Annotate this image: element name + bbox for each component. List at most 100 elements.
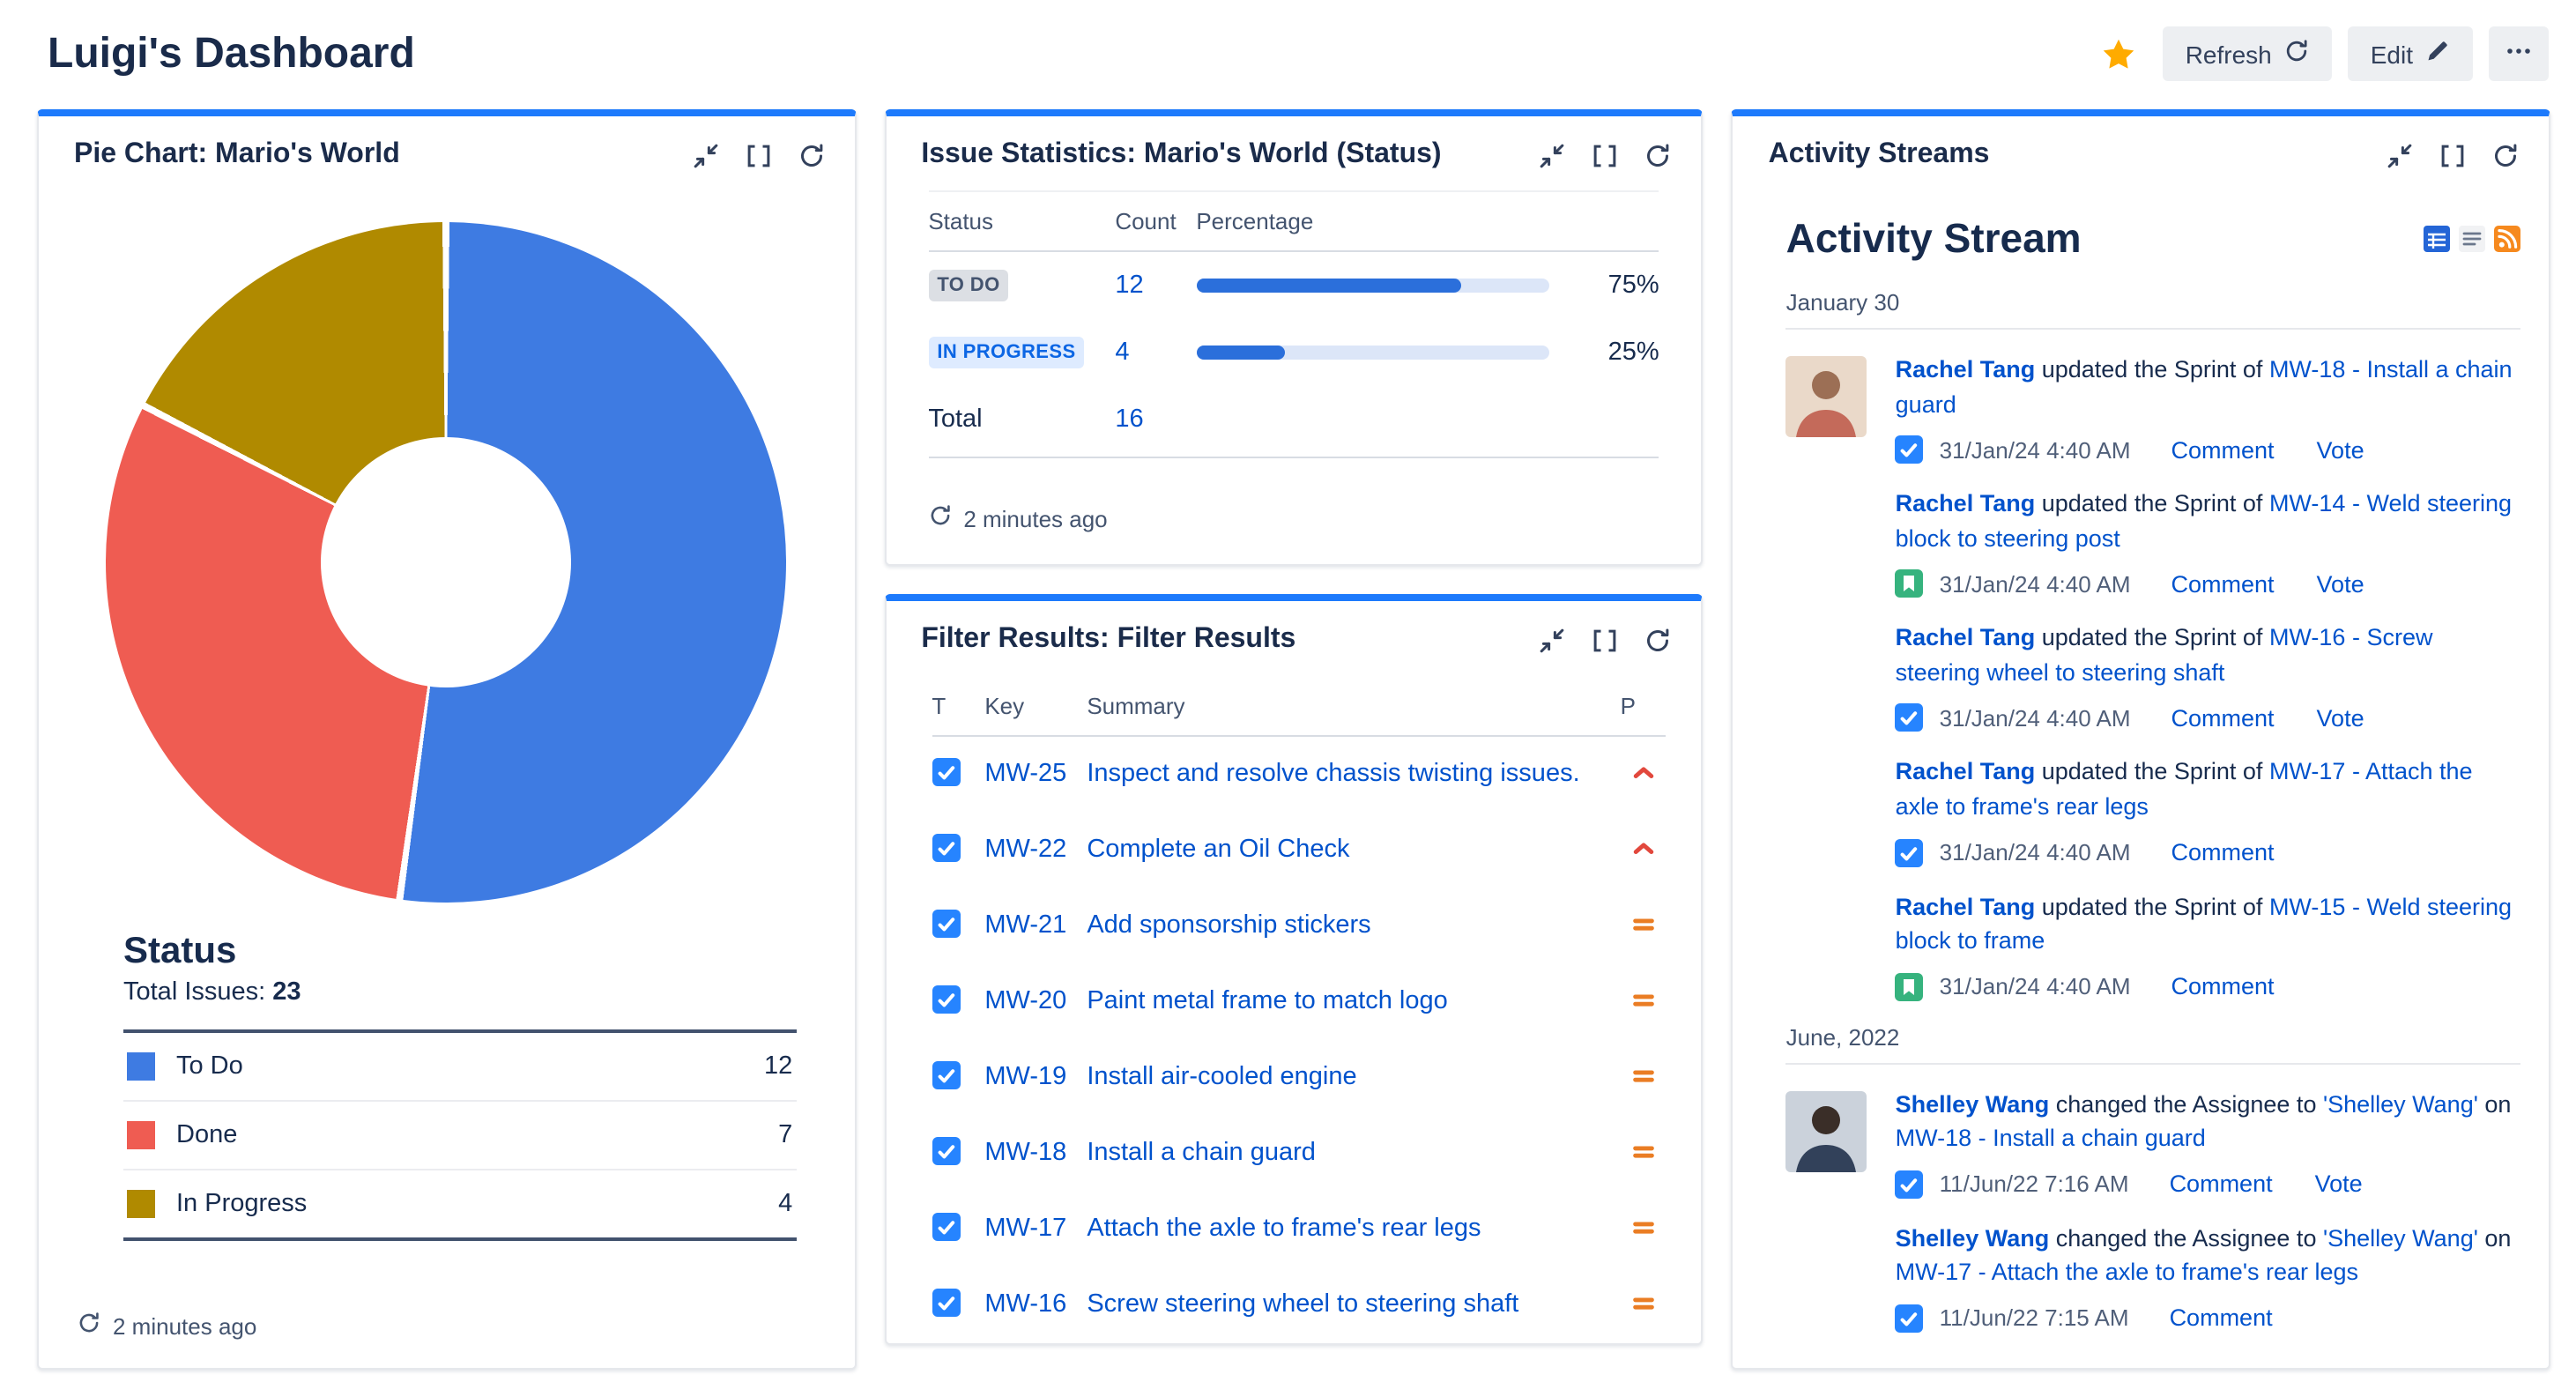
issue-key-link[interactable]: MW-16	[984, 1290, 1067, 1319]
activity-stream-head: Activity Stream	[1786, 215, 2520, 263]
list-view-icon[interactable]	[2458, 226, 2485, 252]
expand-icon[interactable]	[1592, 627, 1619, 653]
issue-link[interactable]: MW-17 - Attach the axle to frame's rear …	[1895, 758, 2473, 820]
header-actions: Refresh Edit	[2099, 26, 2549, 81]
donut-hole	[321, 437, 572, 687]
issue-statistics-panel: Issue Statistics: Mario's World (Status)…	[884, 109, 1704, 566]
vote-link[interactable]: Vote	[2314, 1170, 2363, 1198]
issue-summary-link[interactable]: Screw steering wheel to steering shaft	[1087, 1290, 1519, 1319]
issue-link[interactable]: MW-16 - Screw steering wheel to steering…	[1895, 624, 2433, 686]
issue-summary-link[interactable]: Install a chain guard	[1087, 1139, 1316, 1168]
priority-icon	[1630, 908, 1657, 938]
issue-key-link[interactable]: MW-19	[984, 1063, 1067, 1092]
filter-row: MW-21 Add sponsorship stickers	[932, 888, 1666, 964]
percentage-bar	[1196, 346, 1550, 360]
stats-panel-header: Issue Statistics: Mario's World (Status)	[886, 116, 1701, 187]
filter-row: MW-22 Complete an Oil Check	[932, 813, 1666, 888]
collapse-icon[interactable]	[2387, 142, 2413, 168]
status-count-link[interactable]: 4	[1115, 338, 1130, 367]
actor-link[interactable]: Shelley Wang	[1895, 1090, 2050, 1118]
comment-link[interactable]: Comment	[2171, 570, 2275, 598]
refresh-icon[interactable]	[2492, 142, 2519, 168]
avatar[interactable]	[1785, 1090, 1867, 1172]
comment-link[interactable]: Comment	[2171, 839, 2275, 866]
stats-total-value[interactable]: 16	[1115, 405, 1144, 434]
activity-text: Rachel Tang updated the Sprint of MW-17 …	[1895, 758, 2473, 820]
activity-actions: Comment Vote	[2170, 1171, 2363, 1198]
issue-key-link[interactable]: MW-25	[984, 760, 1067, 788]
issue-summary-link[interactable]: Attach the axle to frame's rear legs	[1087, 1215, 1481, 1244]
expand-icon[interactable]	[745, 142, 771, 168]
activity-panel-title: Activity Streams	[1768, 139, 1990, 169]
stats-total-label: Total	[928, 405, 983, 434]
activity-actions: Comment	[2170, 1305, 2273, 1332]
priority-icon	[1630, 832, 1657, 862]
issue-key-link[interactable]: MW-20	[984, 987, 1067, 1016]
comment-link[interactable]: Comment	[2171, 704, 2275, 732]
refresh-button[interactable]: Refresh	[2162, 26, 2332, 81]
comment-link[interactable]: Comment	[2171, 973, 2275, 1000]
collapse-icon[interactable]	[1540, 142, 1566, 168]
activity-group: January 30 Rachel Tang updated the Sprin…	[1785, 266, 2520, 1001]
issue-key-link[interactable]: MW-17	[984, 1215, 1067, 1244]
pie-chart-panel: Pie Chart: Mario's World Status Total Is…	[37, 109, 857, 1370]
issue-link[interactable]: MW-15 - Weld steering block to frame	[1895, 893, 2513, 955]
expand-icon[interactable]	[2439, 142, 2466, 168]
percentage-value: 25%	[1607, 338, 1659, 367]
issue-link[interactable]: MW-17 - Attach the axle to frame's rear …	[1895, 1259, 2359, 1286]
filter-col-summary: Summary	[1087, 693, 1185, 719]
favorite-star-icon[interactable]	[2099, 34, 2138, 73]
filter-panel-header: Filter Results: Filter Results	[886, 601, 1701, 672]
activity-item: Shelley Wang changed the Assignee to 'Sh…	[1786, 1199, 2520, 1333]
assignee-link[interactable]: 'Shelley Wang'	[2322, 1090, 2478, 1118]
vote-link[interactable]: Vote	[2316, 704, 2364, 732]
actor-link[interactable]: Rachel Tang	[1895, 490, 2036, 517]
refresh-icon[interactable]	[1645, 142, 1672, 168]
refresh-icon[interactable]	[1645, 627, 1672, 653]
issue-summary-link[interactable]: Add sponsorship stickers	[1087, 911, 1371, 940]
more-options-button[interactable]	[2489, 26, 2549, 81]
comment-link[interactable]: Comment	[2171, 436, 2275, 464]
comment-link[interactable]: Comment	[2169, 1170, 2273, 1198]
activity-item: Shelley Wang changed the Assignee to 'Sh…	[1785, 1064, 2520, 1199]
vote-link[interactable]: Vote	[2316, 436, 2364, 464]
issue-summary-link[interactable]: Complete an Oil Check	[1087, 836, 1350, 865]
status-count-link[interactable]: 12	[1115, 271, 1144, 300]
issue-type-icon	[932, 1059, 984, 1090]
actor-link[interactable]: Shelley Wang	[1895, 1224, 2050, 1252]
legend-row: In Progress 4	[123, 1170, 797, 1241]
stats-table-header: Status Count Percentage	[928, 190, 1659, 252]
expand-icon[interactable]	[1592, 142, 1619, 168]
edit-button[interactable]: Edit	[2347, 26, 2473, 81]
stats-updated: 2 minutes ago	[886, 458, 1701, 564]
issue-key-link[interactable]: MW-18	[984, 1139, 1067, 1168]
assignee-link[interactable]: 'Shelley Wang'	[2322, 1224, 2478, 1252]
donut-chart[interactable]	[106, 222, 787, 903]
actor-link[interactable]: Rachel Tang	[1895, 624, 2036, 651]
actor-link[interactable]: Rachel Tang	[1895, 893, 2036, 919]
issue-link[interactable]: MW-14 - Weld steering block to steering …	[1895, 490, 2513, 552]
legend-label: Done	[176, 1121, 238, 1149]
issue-key-link[interactable]: MW-21	[984, 911, 1067, 940]
issue-summary-link[interactable]: Inspect and resolve chassis twisting iss…	[1087, 760, 1580, 788]
avatar[interactable]	[1785, 356, 1867, 437]
collapse-icon[interactable]	[1540, 627, 1566, 653]
activity-view-switcher	[2423, 226, 2520, 252]
refresh-icon[interactable]	[798, 142, 824, 168]
vote-link[interactable]: Vote	[2316, 570, 2364, 598]
activity-timestamp: 31/Jan/24 4:40 AM	[1939, 704, 2131, 732]
issue-type-icon	[932, 908, 984, 939]
issue-link[interactable]: MW-18 - Install a chain guard	[1895, 1125, 2206, 1152]
issue-link[interactable]: MW-18 - Install a chain guard	[1895, 356, 2513, 418]
filter-row: MW-20 Paint metal frame to match logo	[932, 964, 1666, 1040]
table-view-icon[interactable]	[2423, 226, 2450, 252]
actor-link[interactable]: Rachel Tang	[1895, 356, 2036, 383]
issue-summary-link[interactable]: Paint metal frame to match logo	[1087, 987, 1448, 1016]
actor-link[interactable]: Rachel Tang	[1895, 758, 2036, 785]
activity-timestamp: 31/Jan/24 4:40 AM	[1939, 839, 2131, 866]
issue-summary-link[interactable]: Install air-cooled engine	[1087, 1063, 1357, 1092]
comment-link[interactable]: Comment	[2169, 1304, 2273, 1332]
collapse-icon[interactable]	[692, 142, 718, 168]
issue-key-link[interactable]: MW-22	[984, 836, 1067, 865]
rss-icon[interactable]	[2493, 226, 2520, 252]
